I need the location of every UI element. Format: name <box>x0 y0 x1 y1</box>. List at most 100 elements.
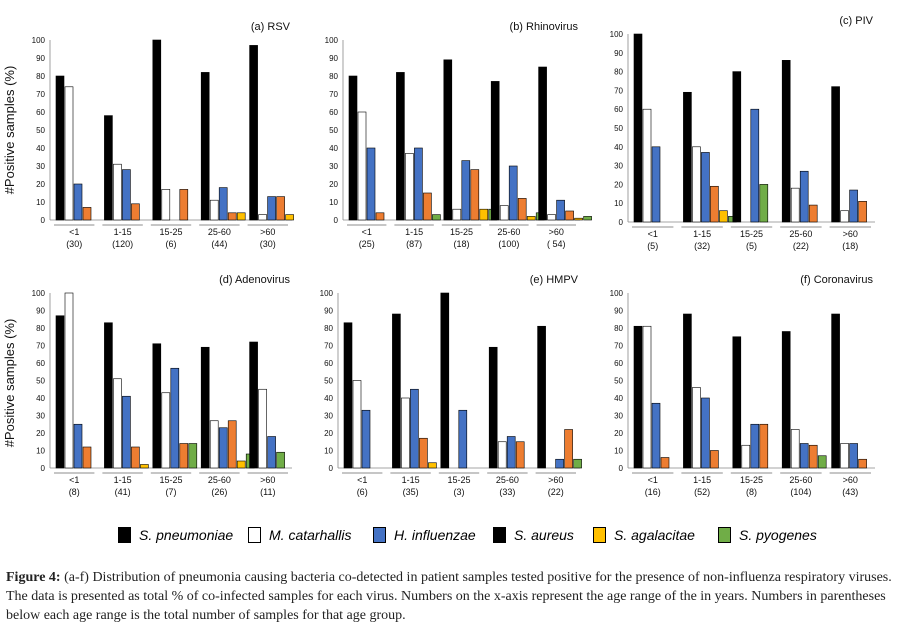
y-tick-label: 0 <box>619 218 624 227</box>
y-tick-label: 20 <box>614 180 623 189</box>
bar <box>497 441 507 469</box>
bar <box>366 147 376 221</box>
bar <box>82 207 92 221</box>
bar <box>209 199 219 221</box>
bar <box>179 443 189 469</box>
bar <box>692 146 701 223</box>
y-tick-label: 50 <box>36 126 45 135</box>
bar <box>808 204 818 223</box>
x-category-label: 1-15 <box>693 229 711 239</box>
x-sample-count-label: (30) <box>260 239 276 249</box>
bar <box>799 443 809 469</box>
y-tick-label: 80 <box>36 72 45 81</box>
x-category-label: 1-15 <box>405 227 423 237</box>
bar <box>759 184 769 223</box>
bar <box>781 60 791 223</box>
y-tick-label: 0 <box>329 464 334 473</box>
legend-swatch <box>248 527 261 543</box>
bar <box>479 208 489 221</box>
y-tick-label: 30 <box>324 412 333 421</box>
x-sample-count-label: (35) <box>403 487 419 497</box>
bar <box>692 387 701 469</box>
bar <box>401 397 410 469</box>
y-tick-label: 60 <box>614 105 623 114</box>
bar <box>392 313 401 469</box>
bar <box>660 457 670 469</box>
bar <box>808 444 818 469</box>
bar <box>432 214 441 221</box>
y-tick-label: 20 <box>36 429 45 438</box>
bar <box>683 313 692 469</box>
bar <box>470 169 480 221</box>
bar <box>352 380 362 469</box>
y-tick-label: 70 <box>36 342 45 351</box>
y-tick-label: 40 <box>36 144 45 153</box>
bar <box>104 322 113 469</box>
x-category-label: 1-15 <box>114 475 132 485</box>
bar <box>405 153 414 221</box>
x-sample-count-label: (7) <box>166 487 177 497</box>
legend-label: S. pneumoniae <box>139 527 234 543</box>
bar <box>440 292 450 469</box>
bar <box>343 322 353 469</box>
y-tick-label: 70 <box>614 86 623 95</box>
bar <box>701 397 710 469</box>
bar <box>357 111 367 221</box>
bar <box>633 33 643 223</box>
y-tick-label: 10 <box>614 447 623 456</box>
legend-label: M. catarhallis <box>269 527 352 543</box>
x-category-label: 25-60 <box>789 475 812 485</box>
y-tick-label: 40 <box>614 143 623 152</box>
bar <box>840 443 849 469</box>
x-sample-count-label: (5) <box>647 241 658 251</box>
bar <box>410 388 419 469</box>
y-tick-label: 50 <box>329 126 338 135</box>
bar <box>849 443 858 469</box>
x-sample-count-label: (16) <box>645 487 661 497</box>
bar <box>517 198 527 221</box>
bar <box>452 208 462 221</box>
caption-text: (a-f) Distribution of pneumonia causing … <box>6 570 892 623</box>
x-category-label: <1 <box>648 229 658 239</box>
bar <box>538 66 547 221</box>
bar <box>583 216 592 221</box>
bar <box>267 436 276 469</box>
y-tick-label: 60 <box>329 108 338 117</box>
legend-swatch <box>493 527 506 543</box>
y-tick-label: 70 <box>36 90 45 99</box>
y-tick-label: 90 <box>614 307 623 316</box>
x-sample-count-label: (6) <box>357 487 368 497</box>
bar <box>651 146 661 223</box>
legend-label: S. aureus <box>514 527 574 543</box>
bar <box>858 201 867 223</box>
bar <box>508 165 518 221</box>
y-tick-label: 40 <box>614 394 623 403</box>
bar <box>750 108 760 223</box>
x-sample-count-label: (100) <box>498 239 519 249</box>
bar <box>651 402 661 469</box>
bar <box>642 108 652 223</box>
y-tick-label: 40 <box>324 394 333 403</box>
chart-title: (b) Rhinovirus <box>510 21 579 33</box>
bar <box>236 212 246 221</box>
bar <box>799 170 809 223</box>
bar <box>840 210 849 223</box>
bar <box>161 189 171 221</box>
bar <box>218 427 228 469</box>
x-sample-count-label: (120) <box>112 239 133 249</box>
x-sample-count-label: (8) <box>746 487 757 497</box>
x-sample-count-label: (8) <box>69 487 80 497</box>
y-tick-label: 50 <box>614 124 623 133</box>
bar <box>515 441 525 469</box>
bar <box>556 199 565 221</box>
legend-swatch <box>718 527 731 543</box>
x-sample-count-label: (104) <box>790 487 811 497</box>
x-sample-count-label: (32) <box>694 241 710 251</box>
y-tick-label: 30 <box>36 162 45 171</box>
y-tick-label: 40 <box>329 144 338 153</box>
x-sample-count-label: ( 54) <box>547 239 566 249</box>
legend-item: S. pyogenes <box>718 522 817 548</box>
x-sample-count-label: (5) <box>746 241 757 251</box>
chart-title: (a) RSV <box>251 21 291 33</box>
bar <box>419 437 428 469</box>
